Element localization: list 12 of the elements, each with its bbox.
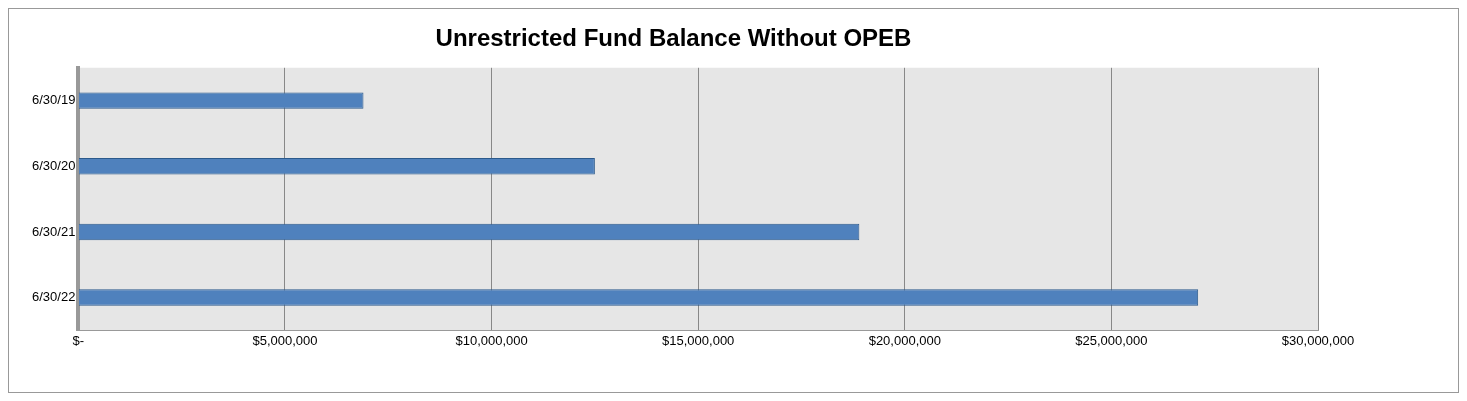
y-tick-label: 6/30/21 — [32, 223, 76, 239]
x-tick-label: $25,000,000 — [1075, 332, 1148, 348]
x-tick-label: $5,000,000 — [252, 332, 318, 348]
x-tick-label: $20,000,000 — [868, 332, 941, 348]
x-tick-label: $15,000,000 — [662, 332, 735, 348]
y-tick-label: 6/30/22 — [32, 289, 76, 305]
y-tick-label: 6/30/20 — [32, 157, 76, 173]
x-tick-label: $- — [72, 332, 85, 348]
y-tick-label: 6/30/19 — [32, 92, 76, 108]
x-tick-label: $30,000,000 — [1281, 332, 1355, 348]
chart-title: Unrestricted Fund Balance Without OPEB — [435, 24, 912, 52]
x-tick-label: $10,000,000 — [455, 332, 528, 348]
